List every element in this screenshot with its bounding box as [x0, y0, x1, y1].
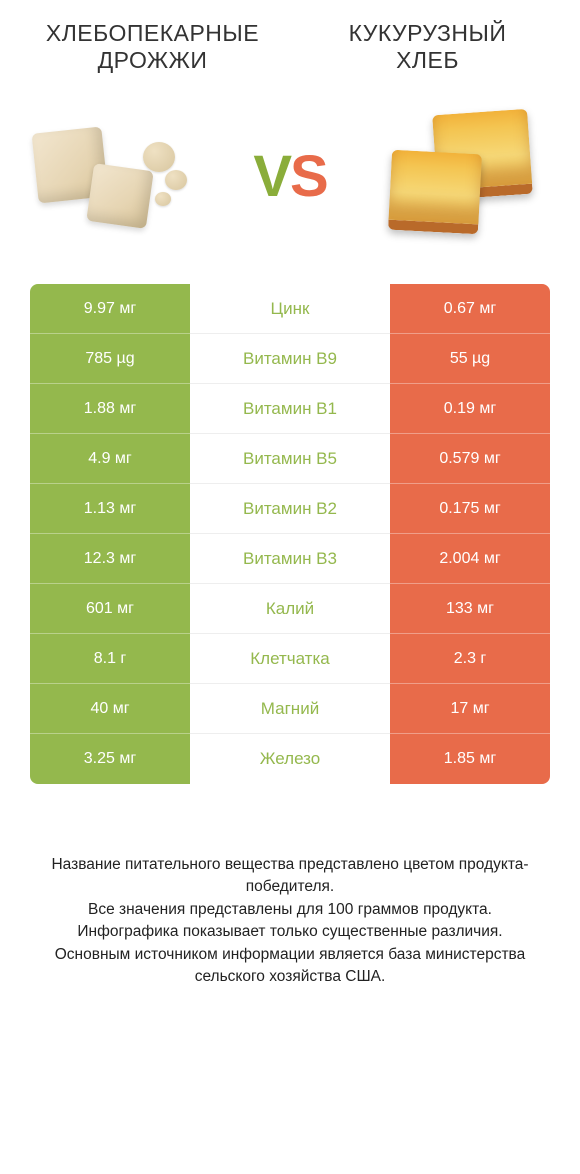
table-row: 1.13 мгВитамин B20.175 мг	[30, 484, 550, 534]
right-value-cell: 1.85 мг	[390, 734, 550, 784]
table-row: 785 µgВитамин B955 µg	[30, 334, 550, 384]
nutrient-label-cell: Железо	[190, 734, 390, 784]
nutrient-label-cell: Витамин B3	[190, 534, 390, 584]
table-row: 1.88 мгВитамин B10.19 мг	[30, 384, 550, 434]
vs-label: VS	[253, 143, 326, 210]
right-product-image	[380, 107, 550, 247]
table-row: 9.97 мгЦинк0.67 мг	[30, 284, 550, 334]
left-value-cell: 40 мг	[30, 684, 190, 734]
right-value-cell: 0.175 мг	[390, 484, 550, 534]
nutrient-label-cell: Клетчатка	[190, 634, 390, 684]
left-value-cell: 4.9 мг	[30, 434, 190, 484]
right-value-cell: 133 мг	[390, 584, 550, 634]
nutrient-label-cell: Витамин B5	[190, 434, 390, 484]
right-value-cell: 2.004 мг	[390, 534, 550, 584]
right-value-cell: 17 мг	[390, 684, 550, 734]
left-value-cell: 8.1 г	[30, 634, 190, 684]
yeast-icon	[35, 122, 195, 232]
right-value-cell: 2.3 г	[390, 634, 550, 684]
left-value-cell: 601 мг	[30, 584, 190, 634]
left-value-cell: 1.88 мг	[30, 384, 190, 434]
left-value-cell: 9.97 мг	[30, 284, 190, 334]
right-value-cell: 0.19 мг	[390, 384, 550, 434]
right-value-cell: 0.579 мг	[390, 434, 550, 484]
nutrient-label-cell: Витамин B2	[190, 484, 390, 534]
footnote-line: Все значения представлены для 100 граммо…	[30, 899, 550, 921]
left-value-cell: 3.25 мг	[30, 734, 190, 784]
nutrient-label-cell: Магний	[190, 684, 390, 734]
right-product-title: КУКУРУЗНЫЙ ХЛЕБ	[315, 20, 540, 74]
left-value-cell: 785 µg	[30, 334, 190, 384]
nutrient-label-cell: Витамин B1	[190, 384, 390, 434]
left-value-cell: 12.3 мг	[30, 534, 190, 584]
titles-row: ХЛЕБОПЕКАРНЫЕ ДРОЖЖИ КУКУРУЗНЫЙ ХЛЕБ	[0, 0, 580, 84]
nutrient-label-cell: Цинк	[190, 284, 390, 334]
footnotes: Название питательного вещества представл…	[0, 784, 580, 1009]
footnote-line: Основным источником информации является …	[30, 944, 550, 989]
images-row: VS	[0, 84, 580, 284]
right-value-cell: 55 µg	[390, 334, 550, 384]
left-product-image	[30, 107, 200, 247]
table-row: 4.9 мгВитамин B50.579 мг	[30, 434, 550, 484]
right-value-cell: 0.67 мг	[390, 284, 550, 334]
vs-v: V	[253, 144, 290, 209]
cornbread-icon	[380, 112, 550, 242]
table-row: 12.3 мгВитамин B32.004 мг	[30, 534, 550, 584]
vs-s: S	[290, 144, 327, 209]
comparison-table: 9.97 мгЦинк0.67 мг785 µgВитамин B955 µg1…	[0, 284, 580, 784]
left-product-title: ХЛЕБОПЕКАРНЫЕ ДРОЖЖИ	[40, 20, 265, 74]
nutrient-label-cell: Витамин B9	[190, 334, 390, 384]
footnote-line: Название питательного вещества представл…	[30, 854, 550, 899]
table-row: 601 мгКалий133 мг	[30, 584, 550, 634]
table-row: 3.25 мгЖелезо1.85 мг	[30, 734, 550, 784]
left-value-cell: 1.13 мг	[30, 484, 190, 534]
nutrient-label-cell: Калий	[190, 584, 390, 634]
table-row: 40 мгМагний17 мг	[30, 684, 550, 734]
footnote-line: Инфографика показывает только существенн…	[30, 921, 550, 943]
comparison-infographic: ХЛЕБОПЕКАРНЫЕ ДРОЖЖИ КУКУРУЗНЫЙ ХЛЕБ VS …	[0, 0, 580, 1174]
table-row: 8.1 гКлетчатка2.3 г	[30, 634, 550, 684]
